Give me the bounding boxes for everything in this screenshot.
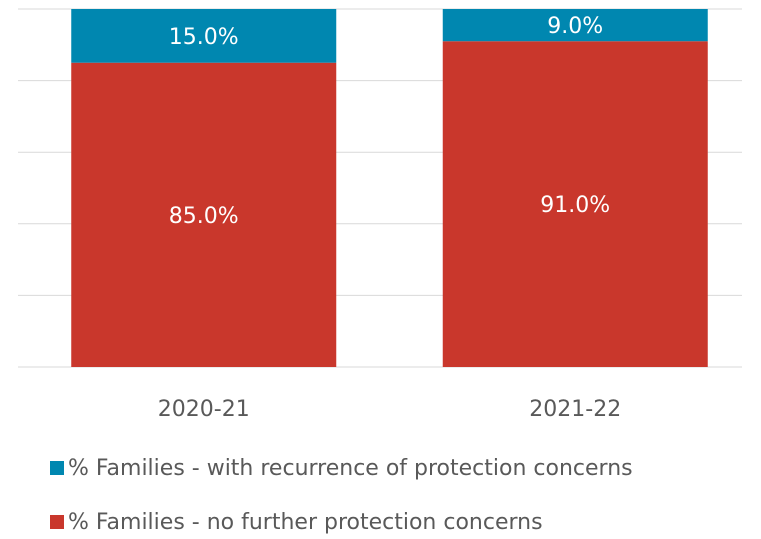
data-label: 15.0% xyxy=(169,25,239,50)
bar-segment xyxy=(442,41,708,367)
legend-label: % Families - with recurrence of protecti… xyxy=(68,456,633,481)
legend-swatch xyxy=(50,461,64,475)
legend-swatch xyxy=(50,515,64,529)
bar-segment xyxy=(442,9,708,42)
x-tick-label: 2020-21 xyxy=(158,397,250,422)
bar-segment xyxy=(71,9,337,63)
data-label: 91.0% xyxy=(540,193,610,218)
data-label: 85.0% xyxy=(169,204,239,229)
data-label: 9.0% xyxy=(547,14,603,39)
legend-label: % Families - no further protection conce… xyxy=(68,510,543,535)
bar-segment xyxy=(71,62,337,367)
x-tick-label: 2021-22 xyxy=(529,397,621,422)
